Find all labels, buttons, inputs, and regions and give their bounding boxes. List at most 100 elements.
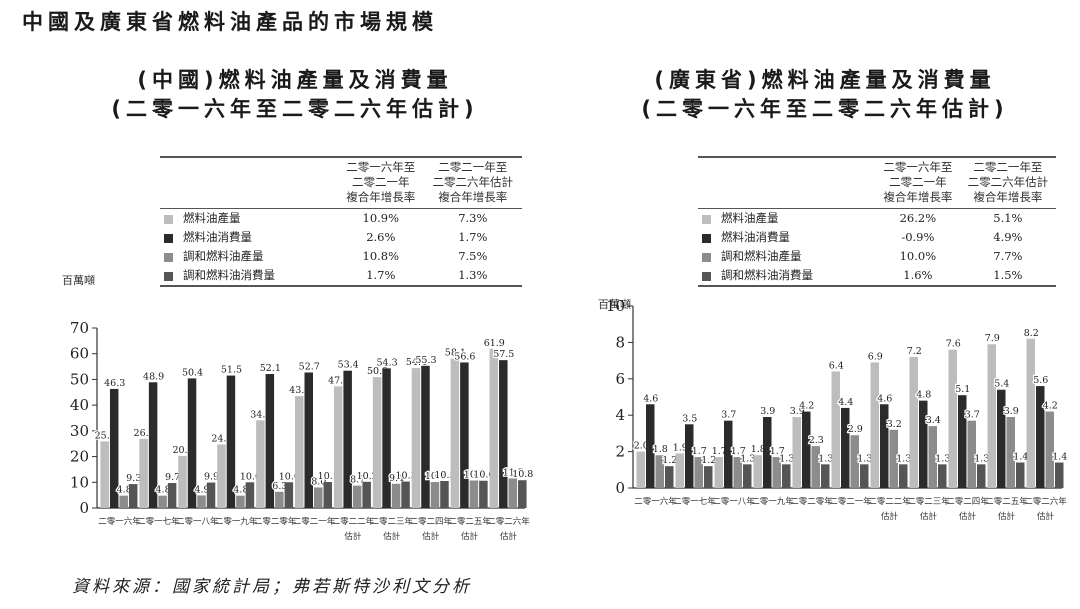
- bar-value-label: 7.2: [907, 346, 922, 357]
- x-category-label: 二零二六年: [1024, 496, 1067, 507]
- bar-value-label: 1.2: [701, 455, 716, 466]
- source-note: 資料來源：國家統計局；弗若斯特沙利文分析: [72, 577, 472, 597]
- bar-value-label: 1.3: [740, 453, 755, 464]
- x-category-label: 估計: [959, 511, 977, 522]
- bar-value-label: 9.7: [165, 472, 180, 483]
- bar-value-label: 1.4: [1013, 452, 1028, 463]
- bar-value-label: 10.0: [279, 471, 300, 482]
- bar: [226, 375, 236, 508]
- bar: [352, 485, 362, 508]
- x-category-label: 估計: [1037, 511, 1055, 522]
- y-tick-label: 8: [615, 333, 625, 351]
- x-category-label: 二零二五年: [985, 496, 1028, 507]
- bar: [178, 456, 187, 508]
- bar-value-label: 4.8: [156, 485, 171, 496]
- bar: [362, 481, 371, 508]
- bar: [870, 362, 879, 488]
- bar-value-label: 3.4: [926, 415, 941, 426]
- x-category-label: 二零二三年: [907, 496, 950, 507]
- china-chart-title-line2: (二零一六年至二零二六年估計): [111, 97, 479, 121]
- x-category-label: 二零二六年: [487, 516, 530, 527]
- china-chart-title-line1: (中國)燃料油產量及消費量: [137, 68, 453, 92]
- bar: [421, 365, 430, 508]
- x-category-label: 二零二一年: [829, 496, 872, 507]
- bar-value-label: 4.8: [233, 485, 248, 496]
- x-category-label: 估計: [920, 511, 938, 522]
- bar: [655, 455, 664, 488]
- bar-value-label: 48.9: [143, 371, 164, 382]
- y-tick-label: 60: [70, 345, 89, 363]
- x-category-label: 二零一九年: [215, 516, 258, 527]
- bar: [489, 348, 499, 508]
- bar: [948, 349, 957, 488]
- bar-value-label: 6.9: [868, 351, 883, 362]
- bar: [343, 370, 352, 508]
- bar-value-label: 3.5: [682, 413, 697, 424]
- bar: [245, 482, 255, 508]
- bar: [919, 400, 928, 488]
- bar-value-label: 3.9: [1004, 406, 1019, 417]
- y-tick-label: 40: [70, 396, 89, 414]
- bar: [646, 404, 655, 488]
- bar: [265, 374, 275, 508]
- legend-row-fuel-oil-production: 燃料油產量 26.2% 5.1%: [698, 208, 1056, 229]
- bar: [977, 464, 986, 488]
- bar: [636, 451, 645, 488]
- x-category-label: 估計: [344, 531, 362, 542]
- bar: [401, 481, 410, 508]
- bar-value-label: 1.2: [662, 455, 677, 466]
- china-cagr-col1-header: 二零一六年至 二零二一年 複合年增長率: [346, 160, 416, 204]
- bar-value-label: 10.5: [434, 470, 455, 481]
- china-cagr-col2-header: 二零二一年至 二零二六年估計 複合年增長率: [432, 160, 514, 204]
- x-category-label: 二零二三年: [371, 516, 414, 527]
- legend-row-blended-fuel-oil-production: 調和燃料油產量 10.8% 7.5%: [160, 247, 522, 266]
- bar-value-label: 5.6: [1033, 375, 1048, 386]
- x-category-label: 二零二一年: [293, 516, 336, 527]
- x-category-label: 二零二零年: [790, 496, 833, 507]
- bar: [811, 446, 820, 488]
- bar-value-label: 6.3: [272, 481, 287, 492]
- bar-value-label: 8.0: [311, 476, 326, 487]
- x-category-label: 二零二四年: [946, 496, 989, 507]
- guangdong-unit-label: 百萬噸: [598, 298, 631, 311]
- bar-value-label: 25.9: [95, 430, 116, 441]
- y-tick-label: 4: [615, 406, 625, 424]
- bar: [508, 478, 518, 508]
- china-unit-label: 百萬噸: [62, 274, 95, 287]
- bar-value-label: 50.4: [182, 367, 203, 378]
- x-category-label: 二零二四年: [409, 516, 452, 527]
- bar-value-label: 4.2: [1043, 401, 1058, 412]
- bar: [206, 482, 216, 508]
- y-tick-label: 6: [615, 370, 625, 388]
- bar-value-label: 9.4: [389, 473, 404, 484]
- bar: [499, 360, 508, 508]
- bar: [148, 382, 158, 508]
- bar-value-label: 52.7: [299, 361, 320, 372]
- bar-value-label: 3.7: [721, 410, 736, 421]
- y-tick-label: 30: [70, 422, 89, 440]
- bar: [391, 483, 401, 508]
- bar: [860, 464, 869, 488]
- page-title: 中國及廣東省燃料油產品的市場規模: [22, 10, 438, 34]
- guangdong-chart-title-line2: (二零一六年至二零二六年估計): [641, 97, 1009, 121]
- bar-value-label: 6.4: [829, 361, 844, 372]
- bar-value-label: 4.9: [194, 484, 209, 495]
- china-cagr-legend-table: 二零一六年至 二零二一年 複合年增長率 二零二一年至 二零二六年估計 複合年增長…: [160, 156, 522, 287]
- bar-value-label: 10.7: [464, 469, 485, 480]
- bar-value-label: 55.3: [415, 355, 436, 366]
- bar: [675, 453, 684, 488]
- bar-value-label: 1.3: [857, 453, 872, 464]
- x-category-label: 估計: [461, 531, 479, 542]
- bar: [1016, 462, 1025, 488]
- x-category-label: 估計: [500, 531, 518, 542]
- bar: [333, 386, 343, 508]
- bar: [460, 362, 469, 508]
- swatch-blended-fuel-oil-production: [164, 252, 173, 262]
- bar-value-label: 9.3: [126, 473, 141, 484]
- swatch-blended-fuel-oil-production: [702, 252, 711, 262]
- bar-value-label: 61.9: [484, 338, 505, 349]
- y-tick-label: 2: [615, 443, 625, 461]
- bar-value-label: 46.3: [104, 378, 125, 389]
- bar: [1026, 338, 1035, 488]
- bar: [987, 344, 996, 488]
